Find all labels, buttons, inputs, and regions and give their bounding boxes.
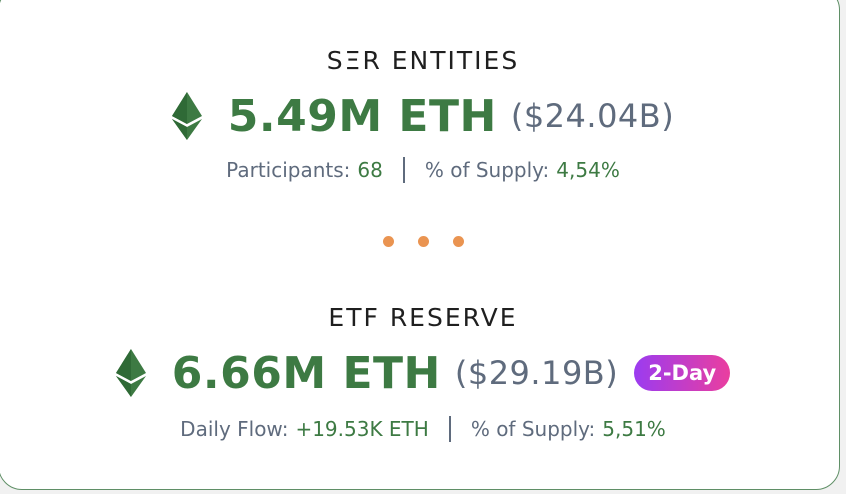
- ser-stats-row: Participants: 68 % of Supply: 4,54%: [0, 156, 846, 184]
- etf-eth-amount: 6.66M ETH: [171, 347, 441, 399]
- etf-stats-row: Daily Flow: +19.53K ETH % of Supply: 5,5…: [0, 415, 846, 443]
- ser-entities-heading: SΞR ENTITIES: [326, 46, 520, 75]
- divider-dot: [417, 236, 429, 247]
- ser-amount-row: 5.49M ETH ($24.04B): [0, 88, 846, 144]
- etf-usd-value: ($29.19B): [454, 354, 619, 392]
- ser-supply-label: % of Supply:: [424, 158, 550, 182]
- ethereum-icon: [115, 349, 146, 397]
- participants-label: Participants:: [226, 158, 351, 182]
- stats-separator: [448, 416, 451, 442]
- two-day-badge: 2-Day: [634, 355, 731, 391]
- daily-flow-value: +19.53K ETH: [295, 417, 429, 441]
- participants-value: 68: [357, 158, 383, 182]
- dots-divider: [0, 236, 846, 247]
- etf-reserve-heading: ETF RESERVE: [328, 303, 518, 332]
- ser-entities-section: SΞR ENTITIES 5.49M ETH ($24.04B) Partici…: [0, 46, 846, 184]
- divider-dot: [452, 236, 464, 247]
- etf-supply-label: % of Supply:: [470, 417, 596, 441]
- etf-reserve-section: ETF RESERVE 6.66M ETH ($29.19B) 2-Day Da…: [0, 303, 846, 443]
- ser-usd-value: ($24.04B): [510, 97, 675, 135]
- etf-supply-value: 5,51%: [602, 417, 666, 441]
- daily-flow-label: Daily Flow:: [180, 417, 289, 441]
- divider-dot: [382, 236, 394, 247]
- ethereum-icon: [171, 92, 202, 140]
- ser-supply-value: 4,54%: [556, 158, 620, 182]
- stats-separator: [402, 157, 405, 183]
- etf-amount-row: 6.66M ETH ($29.19B) 2-Day: [0, 345, 846, 401]
- ser-eth-amount: 5.49M ETH: [227, 90, 497, 142]
